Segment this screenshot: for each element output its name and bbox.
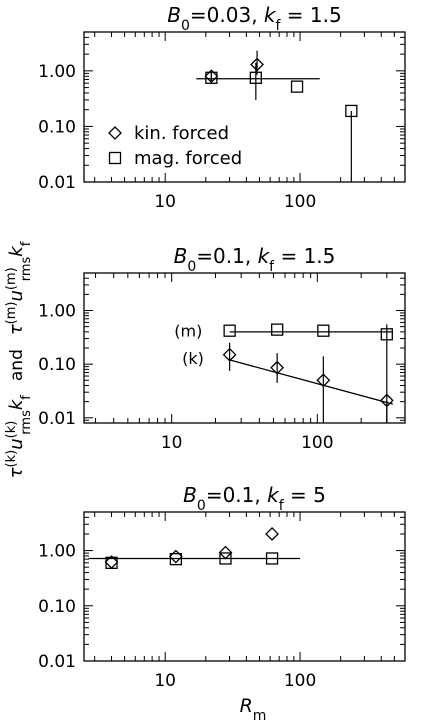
y-tick-label: 0.01 — [38, 173, 76, 193]
square-point — [205, 71, 218, 84]
square-point — [249, 71, 262, 84]
x-tick-label: 10 — [161, 433, 183, 453]
chart-title: B0=0.1, kf = 5 — [183, 483, 326, 514]
y-tick-label: 0.10 — [38, 597, 76, 617]
square-point — [317, 324, 330, 337]
y-tick-label: 0.10 — [38, 117, 76, 137]
diamond-point — [250, 57, 264, 72]
diamond-point — [168, 549, 183, 564]
diamond-point — [270, 360, 285, 375]
chart-panel-2: B0=0.1, kf = 1.5 10 100 0.01 0.10 1.00 (m) (k) — [38, 244, 406, 453]
square-point — [290, 80, 304, 93]
chart-panel-3: B0=0.1, kf = 5 10 100 0.01 0.10 1.00 — [38, 483, 406, 691]
plot-frame — [83, 511, 406, 662]
y-tick-label: 0.10 — [38, 355, 76, 375]
legend-square-marker — [108, 151, 122, 165]
plot-frame — [83, 31, 406, 183]
y-tick-label: 0.01 — [38, 652, 76, 672]
plot-frame — [83, 272, 406, 424]
x-tick-label: 10 — [154, 192, 176, 212]
diamond-point — [265, 527, 279, 541]
y-tick-label: 1.00 — [38, 302, 76, 322]
square-point — [265, 552, 279, 565]
square-point — [345, 104, 358, 118]
legend-label: mag. forced — [134, 148, 242, 169]
y-tick-label: 1.00 — [38, 62, 76, 82]
y-tick-label: 0.01 — [38, 409, 76, 429]
legend-diamond-marker — [108, 126, 122, 140]
square-point — [380, 328, 393, 341]
x-tick-label: 100 — [284, 671, 316, 691]
square-point — [219, 552, 232, 565]
diamond-point — [222, 347, 237, 362]
legend-label: kin. forced — [134, 123, 229, 144]
series-annotation: (k) — [182, 349, 204, 368]
x-axis-label: Rm — [240, 695, 267, 720]
y-tick-label: 1.00 — [38, 542, 76, 562]
square-point — [105, 556, 118, 569]
y-axis-label: τ(k)u(k)rmskfandτ(m)u(m)rmskf — [4, 241, 34, 478]
square-point — [271, 323, 284, 336]
chart-panel-1: B0=0.03, kf = 1.5 10 100 0.01 0.10 1.00 kin. f… — [38, 3, 406, 212]
chart-title: B0=0.03, kf = 1.5 — [167, 3, 341, 34]
diamond-point — [316, 373, 331, 388]
square-point — [223, 324, 236, 337]
chart-title: B0=0.1, kf = 1.5 — [174, 244, 336, 275]
fit-line — [229, 359, 394, 405]
diamond-point — [379, 393, 394, 408]
x-tick-label: 100 — [284, 192, 316, 212]
x-tick-label: 100 — [301, 433, 333, 453]
diamond-point — [218, 545, 233, 560]
series-annotation: (m) — [174, 322, 202, 341]
x-tick-label: 10 — [154, 671, 176, 691]
square-point — [169, 552, 183, 566]
